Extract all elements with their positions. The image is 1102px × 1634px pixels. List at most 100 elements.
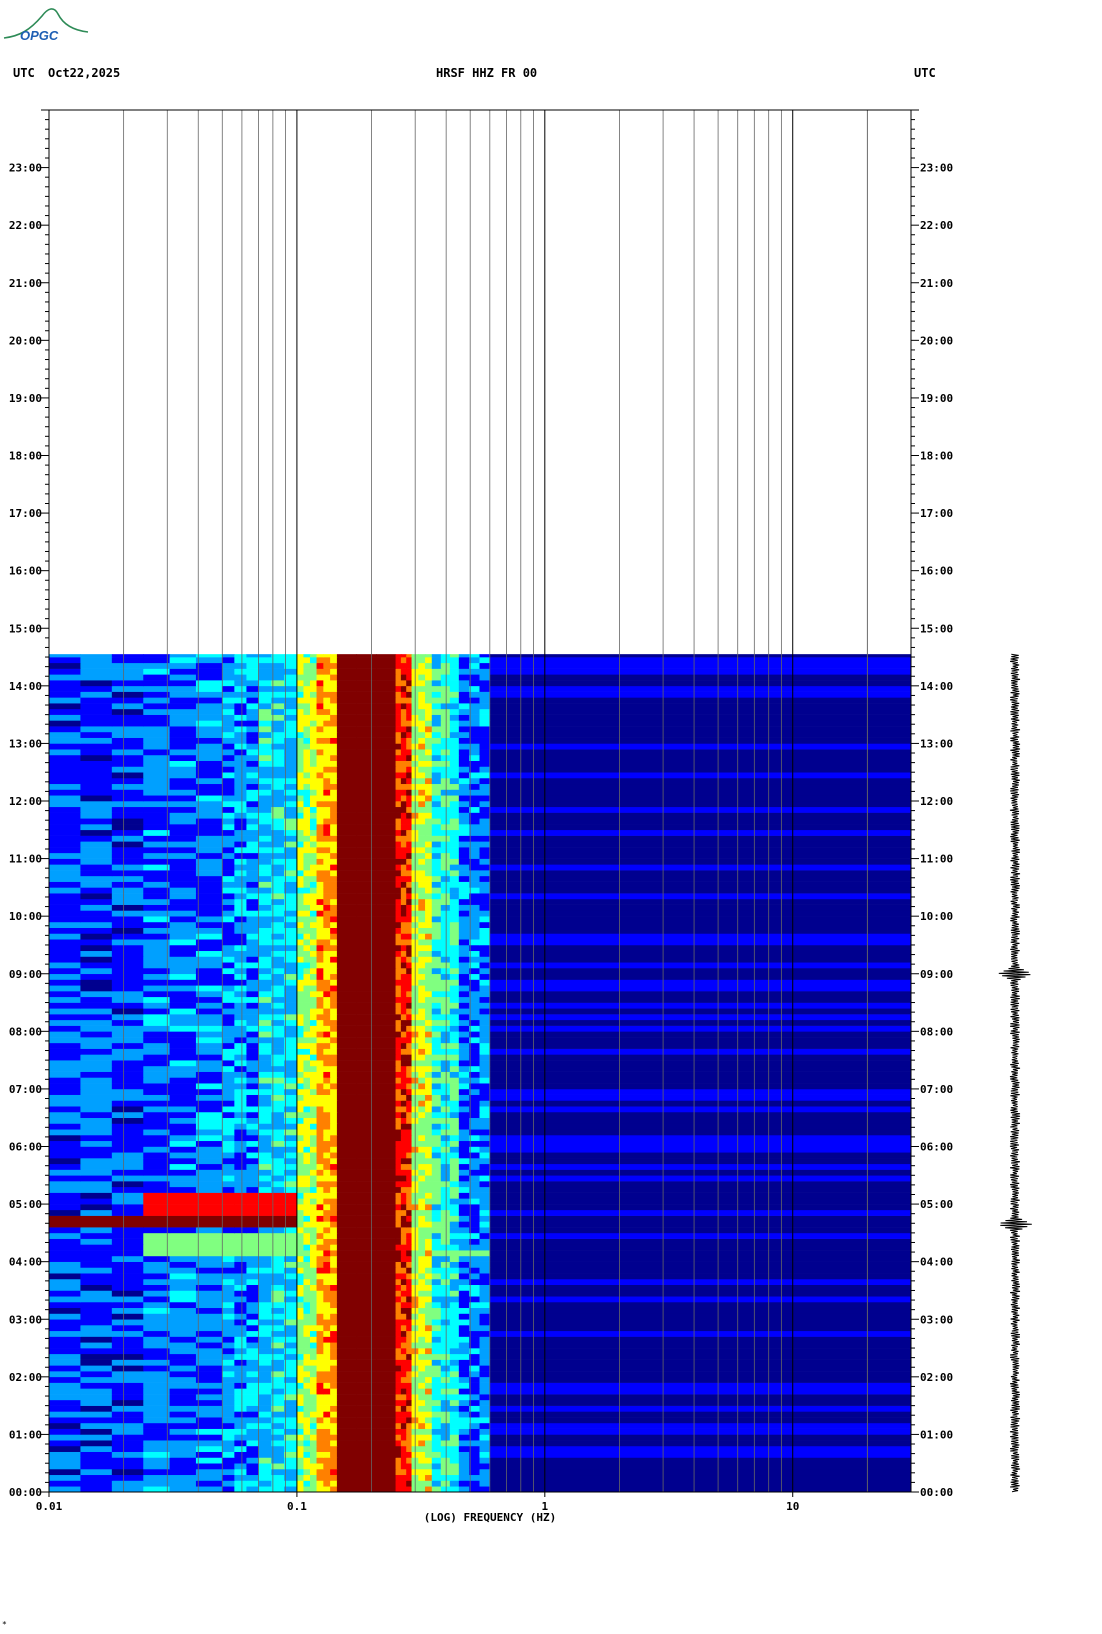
spectrogram-cell — [449, 789, 460, 796]
spectrogram-cell — [284, 991, 298, 998]
spectrogram-cell — [49, 708, 82, 715]
spectrogram-cell — [143, 996, 171, 1003]
spectrogram-cell — [222, 1468, 235, 1476]
spectrogram-cell — [336, 847, 358, 854]
spectrogram-cell — [111, 956, 144, 963]
spectrogram-cell — [479, 783, 491, 790]
spectrogram-cell — [169, 979, 197, 986]
spectrogram-cell — [246, 760, 260, 767]
spectrogram-cell — [469, 1117, 481, 1124]
spectrogram-cell — [80, 1060, 113, 1067]
spectrogram-cell — [458, 697, 470, 704]
spectrogram-cell — [222, 1175, 235, 1182]
spectrogram-cell — [284, 1348, 298, 1355]
spectrogram-cell — [49, 1025, 82, 1032]
spectrogram-cell — [284, 657, 298, 664]
spectrogram-cell — [222, 1094, 235, 1101]
spectrogram-cell — [284, 1319, 298, 1326]
spectrogram-cell — [246, 1140, 260, 1147]
spectrogram-cell — [80, 1186, 113, 1193]
spectrogram-cell — [323, 737, 331, 744]
spectrogram-cell — [169, 1405, 197, 1412]
spectrogram-cell — [418, 1088, 426, 1095]
spectrogram-cell — [246, 1267, 260, 1274]
spectrogram-cell — [418, 662, 426, 669]
spectrogram-cell — [111, 944, 144, 952]
spectrogram-cell — [271, 737, 285, 744]
spectrogram-cell — [195, 1365, 223, 1372]
spectrogram-cell — [195, 662, 223, 669]
spectrogram-cell — [316, 1422, 324, 1429]
spectrogram-cell — [330, 962, 338, 969]
spectrogram-cell — [440, 1083, 451, 1090]
spectrogram-cell — [440, 1440, 451, 1447]
spectrogram-cell — [330, 1169, 338, 1176]
spectrogram-cell — [376, 1146, 397, 1153]
spectrogram-cell — [143, 1319, 171, 1326]
spectrogram-cell — [489, 1186, 911, 1193]
spectrogram-cell — [489, 812, 911, 819]
spectrogram-cell — [258, 1445, 272, 1452]
spectrogram-cell — [449, 806, 460, 813]
spectrogram-cell — [303, 875, 311, 882]
spectrogram-cell — [336, 1273, 358, 1280]
spectrogram-cell — [271, 1273, 285, 1280]
spectrogram-cell — [111, 1486, 144, 1492]
spectrogram-cell — [316, 1106, 324, 1113]
spectrogram-cell — [431, 1071, 442, 1078]
spectrogram-cell — [336, 985, 358, 992]
spectrogram-cell — [195, 1468, 223, 1476]
spectrogram-cell — [356, 731, 377, 738]
spectrogram-cell — [458, 1278, 470, 1285]
spectrogram-cell — [330, 1319, 338, 1326]
spectrogram-cell — [458, 1186, 470, 1193]
spectrogram-cell — [111, 852, 144, 859]
spectrogram-cell — [323, 1255, 331, 1262]
spectrogram-cell — [431, 1319, 442, 1326]
spectrogram-cell — [284, 979, 298, 986]
spectrogram-cell — [258, 795, 272, 802]
spectrogram-cell — [271, 870, 285, 877]
spectrogram-cell — [303, 893, 311, 900]
spectrogram-cell — [449, 777, 460, 785]
spectrogram-cell — [222, 1031, 235, 1038]
spectrogram-cell — [400, 835, 407, 842]
spectrogram-cell — [258, 1451, 272, 1458]
spectrogram-cell — [222, 1204, 235, 1211]
spectrogram-cell — [296, 944, 305, 952]
spectrogram-cell — [309, 1192, 318, 1199]
spectrogram-cell — [258, 1134, 272, 1142]
spectrogram-cell — [356, 1376, 377, 1383]
spectrogram-cell — [284, 870, 298, 877]
spectrogram-cell — [271, 875, 285, 882]
spectrogram-cell — [356, 1014, 377, 1021]
spectrogram-cell — [458, 1146, 470, 1153]
spectrogram-cell — [395, 1434, 402, 1441]
spectrogram-cell — [418, 760, 426, 767]
spectrogram-cell — [440, 1002, 451, 1009]
spectrogram-cell — [111, 1134, 144, 1142]
spectrogram-cell — [309, 1353, 318, 1360]
spectrogram-cell — [284, 1025, 298, 1032]
spectrogram-cell — [376, 933, 397, 940]
spectrogram-cell — [271, 1002, 285, 1009]
spectrogram-cell — [316, 783, 324, 790]
spectrogram-cell — [309, 1094, 318, 1101]
spectrogram-cell — [395, 1198, 402, 1205]
spectrogram-cell — [418, 801, 426, 808]
spectrogram-cell — [356, 685, 377, 692]
spectrogram-cell — [425, 1186, 433, 1193]
spectrogram-cell — [395, 668, 402, 675]
spectrogram-cell — [80, 806, 113, 813]
spectrogram-cell — [406, 1388, 413, 1395]
spectrogram-cell — [309, 904, 318, 911]
spectrogram-cell — [479, 1019, 491, 1026]
spectrogram-cell — [303, 1088, 311, 1095]
spectrogram-cell — [330, 772, 338, 779]
spectrogram-cell — [316, 812, 324, 819]
spectrogram-cell — [234, 754, 248, 761]
spectrogram-cell — [234, 1474, 248, 1481]
spectrogram-cell — [316, 898, 324, 905]
spectrogram-cell — [330, 829, 338, 836]
spectrogram-cell — [431, 967, 442, 975]
